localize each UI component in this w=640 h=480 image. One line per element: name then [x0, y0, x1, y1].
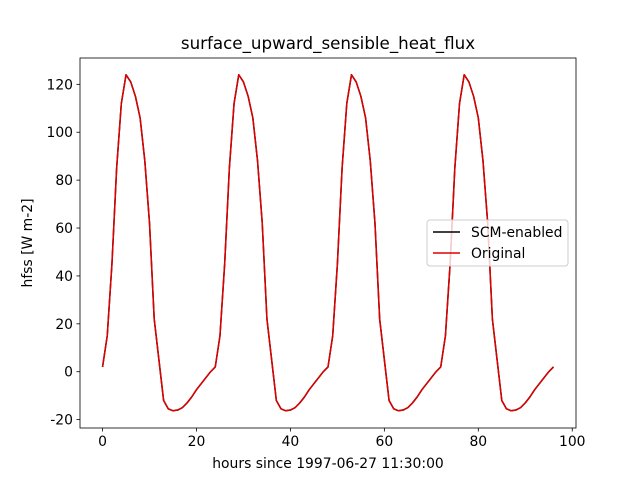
y-tick-label: 120 [46, 77, 73, 93]
x-axis-label: hours since 1997-06-27 11:30:00 [212, 456, 444, 472]
axes-frame [79, 57, 577, 429]
y-tick-label: 0 [64, 365, 73, 381]
y-tick-label: 20 [55, 317, 73, 333]
y-axis-label: hfss [W m-2] [20, 199, 36, 288]
y-tick-label: 80 [55, 173, 73, 189]
x-tick-label: 0 [98, 434, 107, 450]
y-tick-label: 60 [55, 221, 73, 237]
x-tick-label: 100 [559, 434, 586, 450]
y-tick-label: -20 [50, 413, 73, 429]
x-tick-label: 60 [376, 434, 394, 450]
y-tick-label: 40 [55, 269, 73, 285]
y-tick-label: 100 [46, 125, 73, 141]
legend-label: Original [471, 246, 525, 262]
x-tick-label: 20 [188, 434, 206, 450]
legend-label: SCM-enabled [471, 225, 562, 241]
x-tick-label: 80 [469, 434, 487, 450]
x-tick-label: 40 [282, 434, 300, 450]
chart-title: surface_upward_sensible_heat_flux [181, 33, 475, 54]
data-line [101, 74, 554, 412]
legend-box [426, 219, 569, 267]
